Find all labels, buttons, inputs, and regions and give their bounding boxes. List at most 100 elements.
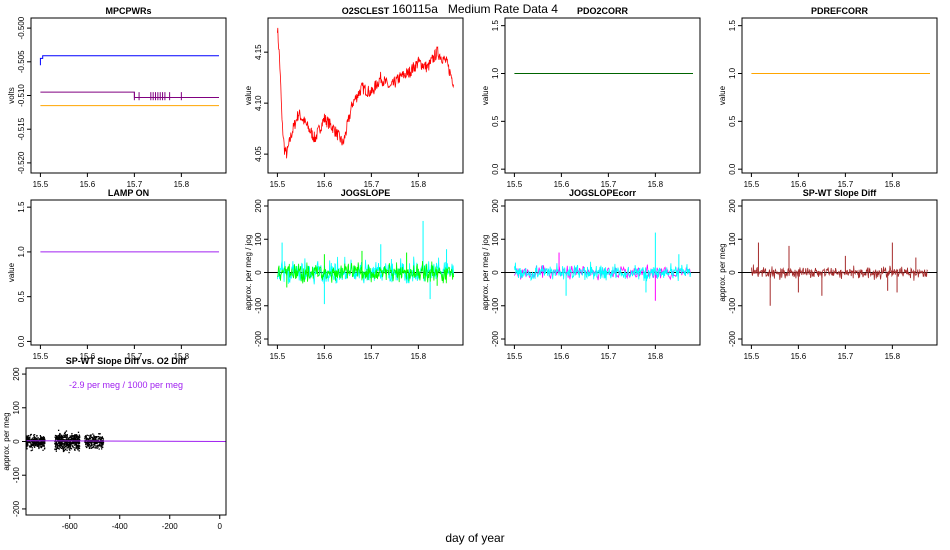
scatter-point [87,439,89,442]
scatter-point [78,439,81,441]
scatter-point [59,441,61,443]
y-tick-label: 0 [12,439,21,444]
scatter-point [78,447,81,450]
scatter-point [72,446,74,448]
scatter-point [85,436,87,438]
scatter-point [96,442,98,444]
scatter-point [24,434,25,435]
scatter-point [68,448,70,450]
scatter-point [30,439,33,441]
scatter-point [66,437,68,439]
scatter-point [59,436,62,438]
scatter-point [54,448,56,450]
x-axis-label: day of year [445,531,505,545]
scatter-point [75,436,78,438]
scatter-point [28,445,31,447]
scatter-point [71,432,73,435]
scatter-point [89,446,91,448]
scatter-point [55,450,58,452]
scatter-point [41,438,44,440]
scatter-point [84,441,87,444]
x-tick-label: -600 [62,522,79,531]
scatter-point [58,440,60,443]
scatter-point [34,443,36,445]
scatter-point [102,441,105,444]
scatter-point [60,442,63,444]
y-tick-label: 4.15 [254,44,263,60]
y-axis-label: approx. per meg / jog [481,235,490,311]
x-tick-label: 15.7 [364,180,380,189]
scatter-point [84,435,87,437]
scatter-point [67,442,70,444]
scatter-point [93,436,96,438]
scatter-point [77,447,79,450]
scatter-point [44,447,46,449]
scatter-point [26,437,28,439]
scatter-point [41,445,43,448]
x-tick-label: 15.7 [364,352,380,361]
scatter-point [70,447,72,450]
scatter-point [61,437,63,439]
scatter-point [74,434,76,436]
x-tick-label: 15.8 [411,352,427,361]
panel-title: MPCPWRs [105,6,151,16]
scatter-point [58,434,61,436]
scatter-point [35,438,38,441]
y-tick-label: 0 [491,270,500,275]
x-tick-label: 15.5 [270,180,286,189]
scatter-point [28,437,30,439]
scatter-point [63,439,65,441]
scatter-point [32,439,34,441]
panel-title: JOGSLOPE [341,188,391,198]
scatter-point [65,445,67,447]
scatter-point [42,438,44,440]
scatter-point [77,445,79,448]
scatter-point [33,443,36,445]
scatter-point [30,438,32,440]
scatter-point [64,449,66,451]
scatter-point [39,435,42,437]
scatter-point [102,439,104,442]
x-tick-label: 15.8 [411,180,427,189]
scatter-point [99,441,101,443]
scatter-point [54,436,56,438]
scatter-point [98,433,100,435]
scatter-point [78,445,81,447]
scatter-point [102,446,104,448]
scatter-point [76,435,79,437]
scatter-point [30,449,32,452]
panel-frame [267,17,464,174]
y-tick-label: 1.0 [17,246,26,258]
scatter-point [60,438,62,441]
scatter-point [39,444,42,446]
scatter-point [90,442,92,444]
scatter-point [34,439,37,441]
scatter-point [64,443,66,446]
y-tick-label: 0.0 [491,163,500,175]
scatter-point [40,438,42,440]
x-tick-label: -200 [162,522,179,531]
x-tick-label: 15.7 [838,352,854,361]
scatter-point [70,444,72,446]
x-tick-label: 15.5 [507,180,523,189]
scatter-point [92,441,94,443]
x-tick-label: 15.5 [270,352,286,361]
scatter-point [93,446,95,448]
scatter-point [89,441,92,444]
x-tick-label: 15.8 [174,180,190,189]
x-tick-label: 0 [218,522,223,531]
scatter-point [65,443,68,445]
y-axis-label: value [7,262,16,282]
scatter-point [88,438,90,440]
scatter-point [92,437,94,439]
scatter-point [87,444,89,447]
scatter-point [41,438,43,441]
y-tick-label: -200 [728,330,737,347]
scatter-point [33,434,35,436]
scatter-point [55,444,57,446]
panel-frame [30,17,227,174]
scatter-point [75,442,77,445]
scatter-point [55,437,57,440]
scatter-point [71,435,73,438]
scatter-point [62,447,65,449]
